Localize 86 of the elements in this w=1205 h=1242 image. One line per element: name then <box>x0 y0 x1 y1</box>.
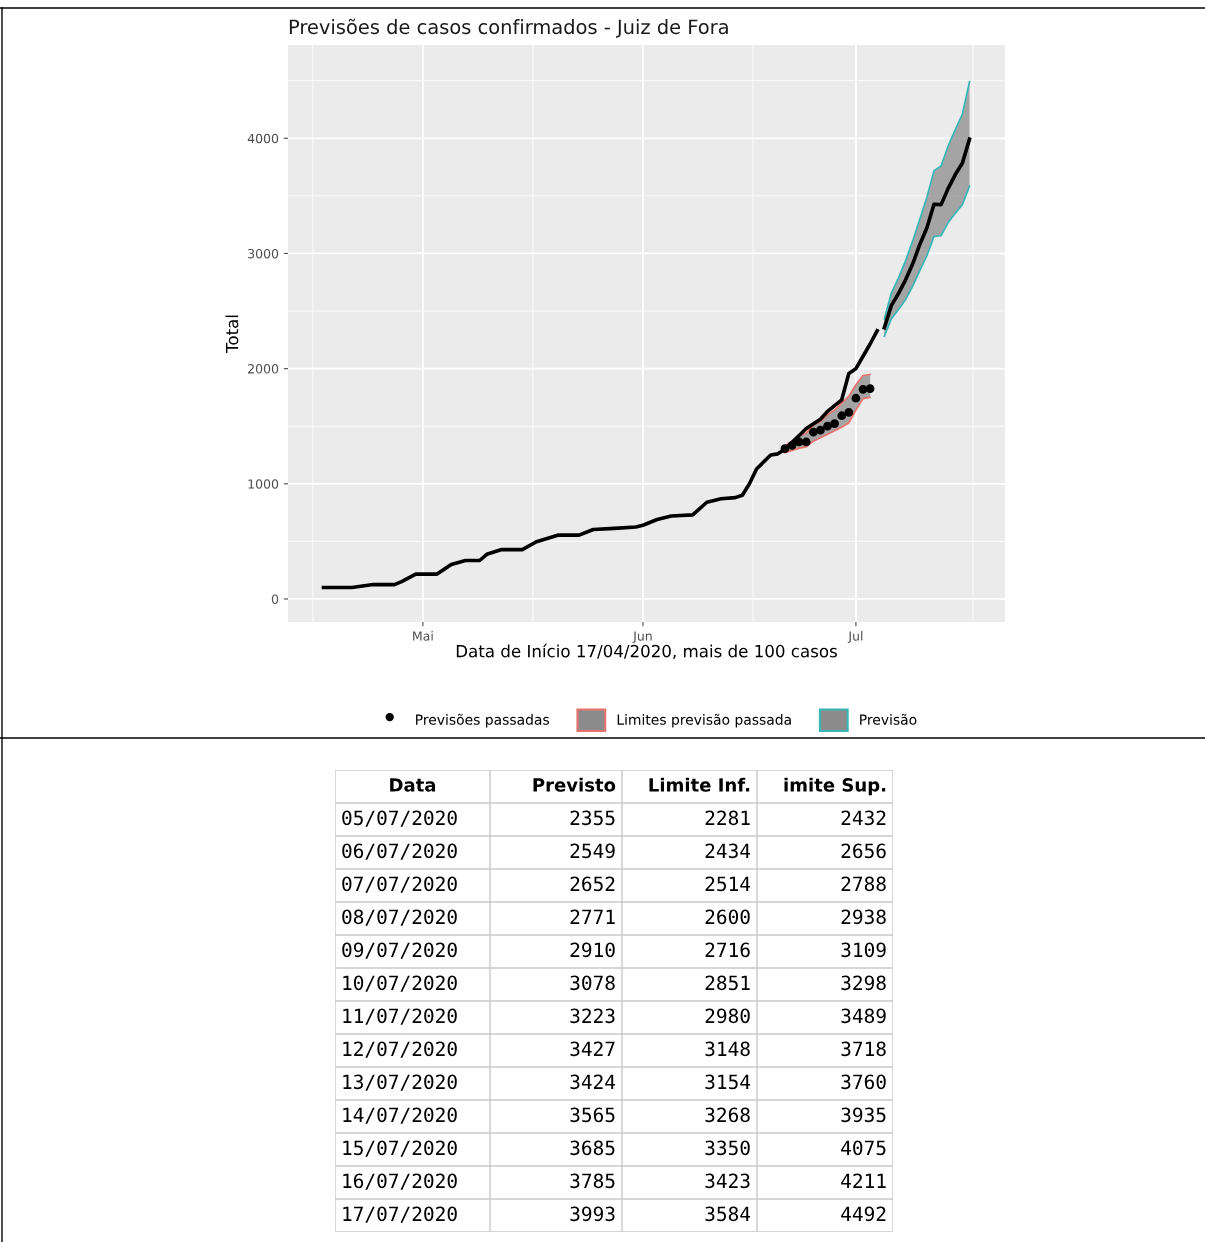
text: 3760 <box>841 1074 886 1090</box>
text: 3718 <box>841 1041 886 1057</box>
text: 09/07/2020 <box>342 942 457 959</box>
text: 3223 <box>570 1008 615 1024</box>
text: 11/07/2020 <box>343 1008 457 1025</box>
text: 17/07/2020 <box>343 1206 457 1223</box>
point <box>858 384 868 394</box>
x-tick-label: Jun <box>632 631 652 644</box>
text: 12/07/2020 <box>343 1041 457 1058</box>
text: 08/07/2020 <box>342 909 457 926</box>
legend-label: Previsões passadas <box>416 713 549 728</box>
point <box>844 408 854 417</box>
text: 2656 <box>841 843 886 859</box>
text: 13/07/2020 <box>343 1074 457 1091</box>
text: 3565 <box>570 1107 615 1123</box>
text: 3685 <box>570 1140 615 1156</box>
y-tick-label: 4000 <box>247 133 279 144</box>
text: 2910 <box>570 942 615 958</box>
y-tick-label: 2000 <box>248 364 279 374</box>
y-tick-label: 3000 <box>248 248 279 259</box>
text: 2432 <box>841 810 886 826</box>
x-tick-label: Mai <box>413 631 433 641</box>
point <box>801 437 811 447</box>
text: 2980 <box>705 1008 750 1024</box>
point <box>816 425 825 435</box>
category-label: Limite Inf. <box>649 777 750 792</box>
text: 4492 <box>841 1206 886 1222</box>
text: 3298 <box>841 975 886 991</box>
line-series <box>882 137 972 330</box>
x-tick-label: Jul <box>847 631 863 644</box>
point <box>787 440 797 450</box>
legend-label: Previsão <box>860 713 917 725</box>
point <box>808 427 818 437</box>
text: 3785 <box>570 1173 615 1189</box>
text: 3424 <box>570 1074 616 1090</box>
text: 2514 <box>705 876 751 892</box>
line-series <box>883 185 971 338</box>
text: 3350 <box>705 1140 750 1156</box>
text: 4211 <box>841 1173 886 1188</box>
chart-title: Previsões de casos confirmados - Juiz de Fora <box>289 18 728 38</box>
text: 3109 <box>841 942 886 958</box>
text: 2281 <box>705 810 750 826</box>
text: 2600 <box>705 909 750 925</box>
y-tick-label: 1000 <box>248 479 279 489</box>
point <box>780 444 790 453</box>
text: 2549 <box>570 843 615 859</box>
text: 07/07/2020 <box>342 876 457 893</box>
text: 3489 <box>841 1008 886 1024</box>
y-tick-label: 0 <box>271 594 279 604</box>
y-axis-title: Total <box>225 315 239 354</box>
point <box>837 411 847 421</box>
line-series <box>321 328 880 590</box>
point <box>823 421 832 431</box>
point <box>830 419 839 428</box>
text: 2434 <box>705 843 751 859</box>
text: 2771 <box>570 909 615 924</box>
text: 3935 <box>841 1107 886 1123</box>
text: 06/07/2020 <box>342 843 457 860</box>
text: 3584 <box>705 1206 751 1222</box>
point <box>865 384 875 394</box>
text: 3148 <box>705 1041 750 1057</box>
category-label: imite Sup. <box>784 777 886 796</box>
x-axis-title: Data de Início 17/04/2020, mais de 100 casos <box>456 643 837 660</box>
text: 2788 <box>841 876 886 892</box>
text: 2652 <box>570 876 615 892</box>
text: 4075 <box>841 1140 886 1156</box>
text: 3154 <box>705 1074 751 1090</box>
point <box>794 437 804 447</box>
category-label: Data <box>390 778 436 792</box>
text: 2355 <box>570 810 615 826</box>
text: 05/07/2020 <box>342 810 457 827</box>
legend-label: Limites previsão passada <box>617 713 791 728</box>
text: 15/07/2020 <box>343 1140 457 1157</box>
text: 3993 <box>570 1206 615 1222</box>
text: 2938 <box>841 909 886 925</box>
text: 3423 <box>705 1173 750 1189</box>
text: 14/07/2020 <box>343 1107 457 1124</box>
text: 2851 <box>705 975 750 991</box>
text: 3427 <box>570 1041 615 1057</box>
point <box>851 393 861 403</box>
category-label: Previsto <box>533 777 616 792</box>
text: 3268 <box>705 1107 750 1123</box>
text: 3078 <box>570 975 615 991</box>
text: 10/07/2020 <box>343 975 457 992</box>
text: 2716 <box>705 942 750 958</box>
text: 16/07/2020 <box>343 1173 457 1190</box>
